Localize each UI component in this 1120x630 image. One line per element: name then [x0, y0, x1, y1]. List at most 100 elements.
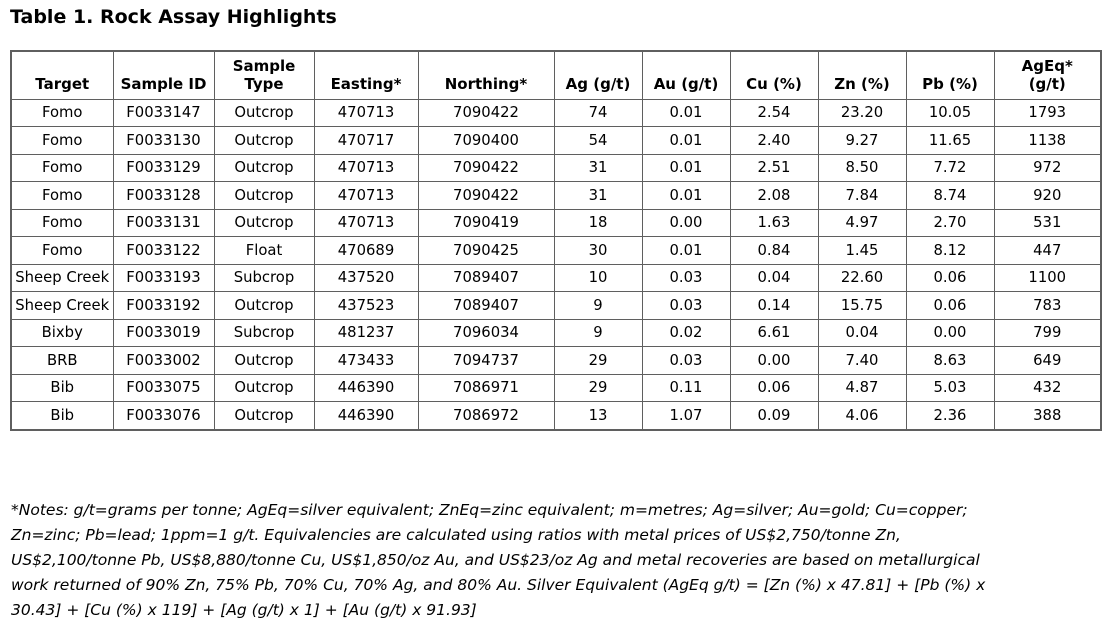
table-cell: 1.07 — [641, 401, 731, 430]
table-cell: Float — [213, 236, 315, 265]
table-row: Sheep Creek F0033193 Subcrop 437520 7089407 1… — [10, 263, 1102, 292]
column-header-northing: Northing* — [417, 50, 555, 100]
notes-line: Zn=zinc; Pb=lead; 1ppm=1 g/t. Equivalenc… — [11, 526, 901, 544]
table-cell: 4.87 — [817, 373, 907, 402]
table-cell: 2.54 — [729, 98, 819, 127]
table-cell: F0033128 — [112, 181, 215, 210]
table-cell: 7086971 — [417, 373, 555, 402]
table-cell: 7090419 — [417, 208, 555, 237]
table-cell: 7090400 — [417, 126, 555, 155]
table-cell: F0033002 — [112, 346, 215, 375]
table-cell: 470689 — [313, 236, 419, 265]
table-row: Fomo F0033122 Float 470689 7090425 30 0.01 0.84… — [10, 236, 1102, 265]
table-cell: Fomo — [10, 208, 114, 237]
table-cell: 0.04 — [817, 318, 907, 347]
table-cell: 437523 — [313, 291, 419, 320]
table-cell: 9 — [553, 318, 643, 347]
table-cell: F0033193 — [112, 263, 215, 292]
table-cell: 0.03 — [641, 291, 731, 320]
table-cell: 0.00 — [641, 208, 731, 237]
table-cell: 0.00 — [729, 346, 819, 375]
table-cell: F0033147 — [112, 98, 215, 127]
column-header-pb: Pb (%) — [905, 50, 995, 100]
table-cell: 8.63 — [905, 346, 995, 375]
table-cell: 0.06 — [729, 373, 819, 402]
table-cell: Subcrop — [213, 263, 315, 292]
table-cell: Sheep Creek — [10, 291, 114, 320]
table-cell: Outcrop — [213, 291, 315, 320]
table-cell: 1.63 — [729, 208, 819, 237]
table-cell: Sheep Creek — [10, 263, 114, 292]
table-cell: 1793 — [993, 98, 1102, 127]
table-cell: 9 — [553, 291, 643, 320]
table-cell: F0033192 — [112, 291, 215, 320]
table-cell: 15.75 — [817, 291, 907, 320]
assay-table-header: Target Sample ID Sample Type Easting* Northi… — [10, 50, 1102, 100]
table-cell: 470717 — [313, 126, 419, 155]
table-cell: 447 — [993, 236, 1102, 265]
table-cell: Subcrop — [213, 318, 315, 347]
table-cell: F0033131 — [112, 208, 215, 237]
assay-table: Target Sample ID Sample Type Easting* Northi… — [10, 50, 1102, 431]
table-cell: Bixby — [10, 318, 114, 347]
table-cell: 446390 — [313, 401, 419, 430]
table-cell: 0.02 — [641, 318, 731, 347]
footnotes: *Notes: g/t=grams per tonne; AgEq=silver… — [11, 498, 1111, 623]
table-cell: F0033076 — [112, 401, 215, 430]
table-title: Table 1. Rock Assay Highlights — [10, 6, 337, 28]
table-cell: 7090422 — [417, 98, 555, 127]
table-row: BRB F0033002 Outcrop 473433 7094737 29 0.03 0.0… — [10, 346, 1102, 375]
table-cell: Fomo — [10, 126, 114, 155]
column-header-au-g-t: Au (g/t) — [641, 50, 731, 100]
table-row: Fomo F0033131 Outcrop 470713 7090419 18 0.00 1.… — [10, 208, 1102, 237]
table-cell: 13 — [553, 401, 643, 430]
column-header-target: Target — [10, 50, 114, 100]
table-cell: 432 — [993, 373, 1102, 402]
table-cell: 30 — [553, 236, 643, 265]
notes-line: 30.43] + [Cu (%) x 119] + [Ag (g/t) x 1]… — [11, 601, 477, 619]
notes-line: US$2,100/tonne Pb, US$8,880/tonne Cu, US… — [11, 551, 980, 569]
table-cell: 0.84 — [729, 236, 819, 265]
table-cell: Outcrop — [213, 208, 315, 237]
table-cell: 7096034 — [417, 318, 555, 347]
column-header-easting: Easting* — [313, 50, 419, 100]
table-cell: 10 — [553, 263, 643, 292]
table-cell: 0.01 — [641, 126, 731, 155]
table-cell: 7094737 — [417, 346, 555, 375]
table-cell: 29 — [553, 346, 643, 375]
table-cell: 10.05 — [905, 98, 995, 127]
notes-line: *Notes: g/t=grams per tonne; AgEq=silver… — [11, 501, 968, 519]
table-cell: 7090425 — [417, 236, 555, 265]
table-cell: 8.74 — [905, 181, 995, 210]
table-cell: F0033122 — [112, 236, 215, 265]
table-row: Bib F0033075 Outcrop 446390 7086971 29 0.11 0.0… — [10, 373, 1102, 402]
table-cell: F0033075 — [112, 373, 215, 402]
table-cell: 0.06 — [905, 263, 995, 292]
table-cell: 0.04 — [729, 263, 819, 292]
table-cell: 74 — [553, 98, 643, 127]
table-cell: 0.01 — [641, 236, 731, 265]
table-cell: Fomo — [10, 98, 114, 127]
table-cell: 470713 — [313, 153, 419, 182]
table-cell: 23.20 — [817, 98, 907, 127]
table-cell: 7.72 — [905, 153, 995, 182]
table-cell: Outcrop — [213, 373, 315, 402]
table-cell: 470713 — [313, 208, 419, 237]
table-cell: Outcrop — [213, 401, 315, 430]
table-cell: 2.70 — [905, 208, 995, 237]
table-cell: 2.51 — [729, 153, 819, 182]
table-cell: 799 — [993, 318, 1102, 347]
table-cell: 7089407 — [417, 263, 555, 292]
column-header-sample-type: Sample Type — [213, 50, 315, 100]
table-cell: 11.65 — [905, 126, 995, 155]
table-row: Fomo F0033128 Outcrop 470713 7090422 31 0.01 2.… — [10, 181, 1102, 210]
table-cell: 0.11 — [641, 373, 731, 402]
table-cell: 473433 — [313, 346, 419, 375]
table-row: Fomo F0033129 Outcrop 470713 7090422 31 0.01 2.… — [10, 153, 1102, 182]
table-cell: 446390 — [313, 373, 419, 402]
column-header-cu: Cu (%) — [729, 50, 819, 100]
table-cell: 4.97 — [817, 208, 907, 237]
table-row: Fomo F0033130 Outcrop 470717 7090400 54 0.01 2.… — [10, 126, 1102, 155]
table-cell: Fomo — [10, 236, 114, 265]
table-cell: 783 — [993, 291, 1102, 320]
